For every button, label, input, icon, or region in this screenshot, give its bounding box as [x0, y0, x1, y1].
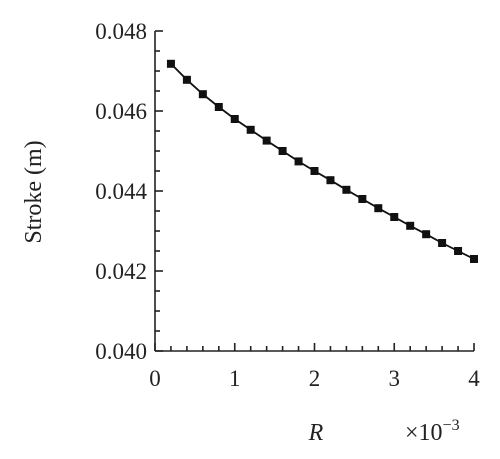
- data-point: [214, 103, 223, 111]
- x-tick-label: 2: [309, 366, 321, 391]
- data-point: [294, 157, 303, 166]
- data-point: [310, 167, 319, 175]
- data-point: [166, 59, 175, 68]
- data-point: [406, 221, 415, 230]
- y-tick-label: 0.046: [95, 99, 147, 124]
- data-point: [262, 136, 271, 145]
- y-tick-label: 0.048: [95, 19, 147, 44]
- data-point: [278, 147, 287, 155]
- data-point: [246, 125, 255, 134]
- x-axis-multiplier: ×10−3: [405, 417, 460, 446]
- data-point: [438, 239, 447, 247]
- data-point: [342, 185, 351, 194]
- tick-labels: 0.040 0.042 0.044 0.046 0.048 0 1 2 3 4: [95, 19, 480, 391]
- data-point: [454, 247, 463, 255]
- data-point: [422, 230, 431, 239]
- series-line: [170, 63, 475, 260]
- axes: [154, 31, 474, 352]
- data-point: [230, 115, 239, 123]
- ticks: [154, 30, 475, 352]
- data-point: [326, 176, 335, 185]
- x-tick-label: 1: [229, 366, 241, 391]
- y-tick-label: 0.044: [95, 179, 147, 204]
- data-point: [358, 195, 367, 203]
- x-axis-label: R: [308, 420, 324, 446]
- y-axis-label: Stroke (m): [21, 140, 47, 243]
- y-tick-label: 0.040: [95, 339, 147, 364]
- data-point: [390, 213, 399, 221]
- y-tick-label: 0.042: [95, 259, 147, 284]
- data-point: [182, 75, 191, 84]
- data-point: [198, 90, 207, 99]
- x-axis-multiplier-base: ×10: [405, 420, 443, 446]
- x-tick-label: 0: [149, 366, 161, 391]
- data-point: [374, 204, 383, 213]
- data-point: [470, 255, 478, 263]
- x-tick-label: 3: [389, 366, 401, 391]
- x-tick-label: 4: [468, 366, 480, 391]
- series-group: [166, 59, 478, 263]
- x-axis-multiplier-exponent: −3: [443, 417, 460, 434]
